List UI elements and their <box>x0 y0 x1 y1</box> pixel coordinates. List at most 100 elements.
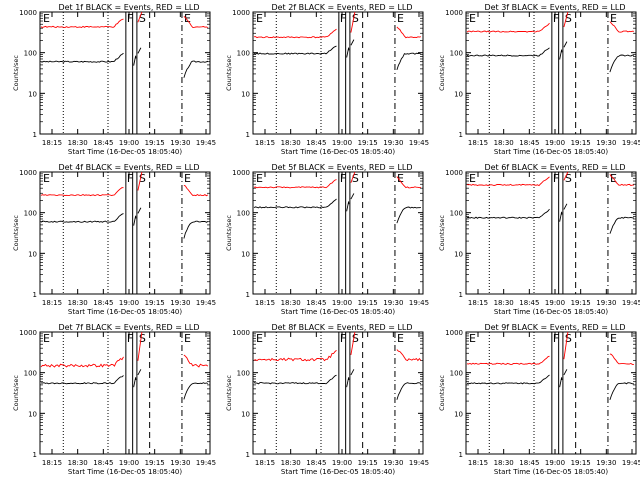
panel-2: Det 2f BLACK = Events, RED = LLD 1 10 100 10… <box>225 3 429 156</box>
y-tick-label: 10 <box>28 410 37 418</box>
y-tick-label: 1000 <box>232 329 250 337</box>
x-tick-label: 18:15 <box>468 139 488 147</box>
segment-annotation: F <box>553 12 559 25</box>
segment-annotation: F <box>553 332 559 345</box>
events-series-line <box>40 47 209 78</box>
y-tick-label: 10 <box>454 250 463 258</box>
panel-9: Det 9f BLACK = Events, RED = LLD 1 10 100 10… <box>438 323 640 476</box>
segment-annotation: S <box>352 172 359 185</box>
y-tick-label: 100 <box>450 370 463 378</box>
segment-annotation: E <box>184 12 191 25</box>
x-tick-label: 18:15 <box>42 299 62 307</box>
x-axis-label: Start Time (16-Dec-05 18:05:40) <box>494 308 608 316</box>
segment-annotation: S <box>352 332 359 345</box>
x-tick-label: 19:45 <box>409 459 429 467</box>
x-tick-label: 19:00 <box>119 299 139 307</box>
segment-annotation: E <box>43 172 50 185</box>
x-tick-label: 18:15 <box>42 139 62 147</box>
panel-6: Det 6f BLACK = Events, RED = LLD 1 10 100 10… <box>438 163 640 316</box>
events-series-line <box>40 369 209 400</box>
segment-annotation: E <box>256 172 263 185</box>
x-tick-label: 19:15 <box>571 139 591 147</box>
events-series-line <box>466 41 634 73</box>
segment-annotation: E <box>43 332 50 345</box>
y-tick-label: 100 <box>237 50 250 58</box>
x-tick-label: 19:45 <box>622 139 640 147</box>
x-tick-label: 19:00 <box>545 299 565 307</box>
x-tick-label: 18:30 <box>281 299 301 307</box>
x-axis-label: Start Time (16-Dec-05 18:05:40) <box>68 148 182 156</box>
lld-series-line <box>253 331 422 362</box>
panel-title: Det 4f BLACK = Events, RED = LLD <box>58 163 199 172</box>
y-tick-label: 1 <box>459 291 463 299</box>
y-axis-label: Counts/sec <box>12 375 20 411</box>
segment-annotation: S <box>565 172 572 185</box>
lld-series-line <box>40 331 209 368</box>
panel-3: Det 3f BLACK = Events, RED = LLD 1 10 100 10… <box>438 3 640 156</box>
x-tick-label: 18:30 <box>281 459 301 467</box>
y-axis-label: Counts/sec <box>438 215 446 251</box>
x-tick-label: 18:45 <box>93 459 113 467</box>
segment-annotation: E <box>256 332 263 345</box>
y-tick-label: 10 <box>454 410 463 418</box>
segment-annotation: S <box>139 332 146 345</box>
lld-series-line <box>253 171 422 189</box>
x-tick-label: 18:45 <box>519 299 539 307</box>
x-tick-label: 19:15 <box>145 299 165 307</box>
events-series-line <box>253 193 421 224</box>
y-tick-label: 1000 <box>232 9 250 17</box>
x-tick-label: 19:30 <box>383 299 403 307</box>
y-tick-label: 10 <box>241 90 250 98</box>
panel-1: Det 1f BLACK = Events, RED = LLD 1 10 100 10… <box>12 3 216 156</box>
y-tick-label: 10 <box>28 90 37 98</box>
segment-annotation: F <box>340 12 346 25</box>
y-tick-label: 1000 <box>232 169 250 177</box>
y-tick-label: 1 <box>246 291 250 299</box>
x-tick-label: 19:30 <box>596 139 616 147</box>
lld-series-line <box>466 331 634 365</box>
x-tick-label: 18:45 <box>93 139 113 147</box>
plot-frame <box>252 11 424 135</box>
y-tick-label: 1 <box>33 451 37 459</box>
x-tick-label: 19:15 <box>358 459 378 467</box>
y-axis-label: Counts/sec <box>438 55 446 91</box>
plot-frame <box>39 171 211 295</box>
segment-annotation: F <box>340 172 346 185</box>
events-series-line <box>40 207 209 239</box>
segment-annotation: F <box>553 172 559 185</box>
y-tick-label: 1000 <box>445 329 463 337</box>
segment-annotation: F <box>127 12 133 25</box>
panel-title: Det 1f BLACK = Events, RED = LLD <box>58 3 199 12</box>
y-axis-label: Counts/sec <box>438 375 446 411</box>
lld-series-line <box>466 171 634 187</box>
x-axis-label: Start Time (16-Dec-05 18:05:40) <box>281 308 395 316</box>
x-tick-label: 19:00 <box>545 459 565 467</box>
x-tick-label: 18:30 <box>494 459 514 467</box>
panel-8: Det 8f BLACK = Events, RED = LLD 1 10 100 10… <box>225 323 429 476</box>
y-tick-label: 1 <box>33 131 37 139</box>
segment-annotation: E <box>184 332 191 345</box>
y-tick-label: 1000 <box>19 9 37 17</box>
x-tick-label: 18:45 <box>306 139 326 147</box>
y-tick-label: 100 <box>450 210 463 218</box>
segment-annotation: E <box>397 172 404 185</box>
segment-annotation: S <box>565 332 572 345</box>
x-tick-label: 19:30 <box>596 459 616 467</box>
events-series-line <box>253 369 422 400</box>
y-axis-label: Counts/sec <box>225 55 233 91</box>
lld-series-line <box>253 11 422 39</box>
x-tick-label: 18:30 <box>494 139 514 147</box>
panel-5: Det 5f BLACK = Events, RED = LLD 1 10 100 10… <box>225 163 429 316</box>
y-tick-label: 1000 <box>19 169 37 177</box>
x-tick-label: 19:15 <box>358 139 378 147</box>
y-tick-label: 1000 <box>445 169 463 177</box>
x-tick-label: 18:45 <box>306 459 326 467</box>
x-tick-label: 18:45 <box>519 139 539 147</box>
y-tick-label: 100 <box>24 370 37 378</box>
x-tick-label: 18:30 <box>68 459 88 467</box>
x-axis-label: Start Time (16-Dec-05 18:05:40) <box>281 468 395 476</box>
events-series-line <box>253 39 421 71</box>
y-tick-label: 100 <box>450 50 463 58</box>
events-series-line <box>466 203 634 234</box>
